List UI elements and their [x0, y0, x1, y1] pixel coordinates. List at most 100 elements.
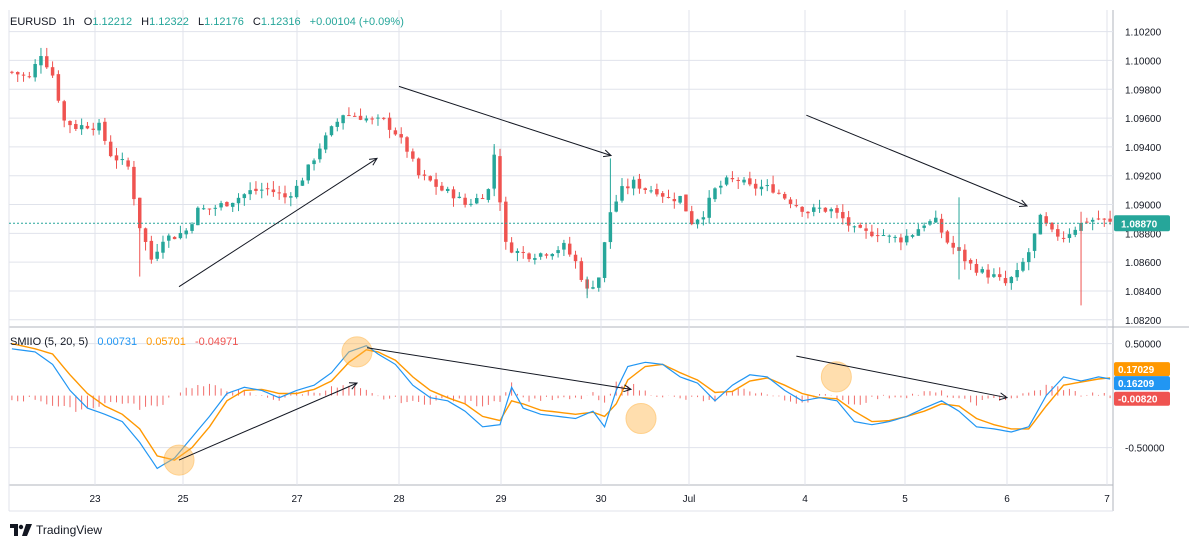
candle-up [97, 122, 101, 131]
time-tick-label: 4 [802, 494, 808, 505]
candle-down [689, 211, 694, 225]
candle-down [527, 253, 531, 260]
candle-down [684, 194, 688, 212]
candle-down [254, 188, 258, 191]
osc-badge-text-smi: 0.16209 [1118, 379, 1155, 390]
candle-down [74, 124, 78, 129]
signal-line [11, 342, 1111, 461]
candle-down [399, 134, 403, 138]
candle-down [672, 199, 677, 202]
candle-up [236, 197, 241, 204]
candle-up [597, 277, 601, 288]
arrow-head [623, 384, 633, 393]
candle-up [533, 258, 537, 260]
candle-up [695, 219, 700, 225]
candle-up [213, 207, 218, 209]
candle-down [660, 193, 665, 197]
candle-down [405, 137, 409, 152]
osc-badge-text-osc: -0.00820 [1118, 395, 1158, 406]
tradingview-logo[interactable]: TradingView [10, 523, 102, 537]
candle-up [887, 235, 892, 237]
candle-up [306, 164, 310, 181]
price-tick-label: 1.09800 [1125, 85, 1162, 96]
candle-down [62, 101, 66, 121]
candle-up [178, 233, 183, 239]
time-tick-label: 7 [1104, 494, 1110, 505]
candle-down [951, 242, 955, 248]
candle-down [748, 178, 752, 185]
candle-up [318, 148, 322, 160]
osc-badge-osc [1114, 391, 1170, 406]
open-label: O [83, 16, 93, 28]
candle-down [358, 115, 363, 120]
candle-down [10, 71, 14, 73]
price-trend-arrow [178, 157, 378, 288]
candle-down [753, 183, 758, 189]
arrow-head [1018, 199, 1029, 207]
candle-down [56, 74, 61, 101]
candle-up [323, 135, 328, 150]
candle-up [602, 242, 607, 278]
candle-down [823, 207, 828, 212]
arrow-head [368, 157, 378, 166]
candle-up [515, 250, 520, 253]
symbol-name[interactable]: EURUSD [10, 16, 57, 28]
candle-up [904, 235, 909, 243]
interval-label[interactable]: 1h [62, 16, 75, 28]
osc-tick-label: 0.50000 [1125, 340, 1162, 351]
candle-down [841, 212, 845, 219]
brand-name: TradingView [36, 523, 103, 537]
osc-tick-label: -0.50000 [1125, 444, 1165, 455]
osc-badge-text-signal: 0.17029 [1118, 365, 1155, 376]
candle-down [352, 115, 357, 117]
candle-up [457, 196, 462, 198]
candle-up [196, 207, 200, 226]
price-trend-arrow [398, 85, 613, 158]
candle-down [103, 121, 107, 141]
candle-down [963, 249, 967, 262]
candle-up [335, 121, 340, 127]
candle-down [271, 189, 276, 193]
candle-up [312, 160, 316, 165]
candle-down [974, 263, 979, 273]
high-value: 1.12322 [149, 16, 189, 28]
candle-down [277, 192, 281, 194]
candle-down [207, 208, 212, 210]
indicator-name[interactable]: SMIIO (5, 20, 5) [10, 336, 89, 348]
candle-up [341, 115, 345, 124]
candle-up [608, 212, 613, 243]
osc-badge-signal [1114, 362, 1170, 377]
candle-up [620, 186, 624, 201]
indicator-value-osc: -0.04971 [194, 336, 239, 348]
candle-up [1027, 252, 1031, 263]
price-tick-label: 1.08600 [1125, 258, 1162, 269]
highlight-circle [820, 361, 852, 393]
candle-down [945, 231, 950, 243]
candle-down [1102, 218, 1107, 220]
candle-up [201, 208, 206, 210]
candle-up [167, 235, 171, 241]
candle-up [1021, 261, 1025, 271]
time-tick-label: 27 [291, 494, 303, 505]
arrow-shaft [178, 382, 358, 461]
candle-down [382, 117, 386, 119]
candle-up [242, 194, 247, 199]
candle-down [806, 211, 810, 214]
candle-up [742, 179, 746, 183]
candle-down [422, 174, 427, 176]
candle-down [730, 178, 735, 180]
candle-up [591, 287, 595, 289]
price-tick-label: 1.09600 [1125, 114, 1162, 125]
candle-up [161, 241, 165, 253]
candle-down [1085, 221, 1089, 223]
candle-down [143, 228, 148, 242]
candle-down [1108, 218, 1112, 222]
tradingview-logo-icon [10, 524, 32, 536]
candle-down [434, 179, 438, 187]
candle-down [91, 128, 95, 130]
candle-down [835, 208, 839, 213]
main-legend: EURUSD 1h O1.12212 H1.12322 L1.12176 C1.1… [10, 16, 410, 28]
price-tick-label: 1.10000 [1125, 56, 1162, 67]
